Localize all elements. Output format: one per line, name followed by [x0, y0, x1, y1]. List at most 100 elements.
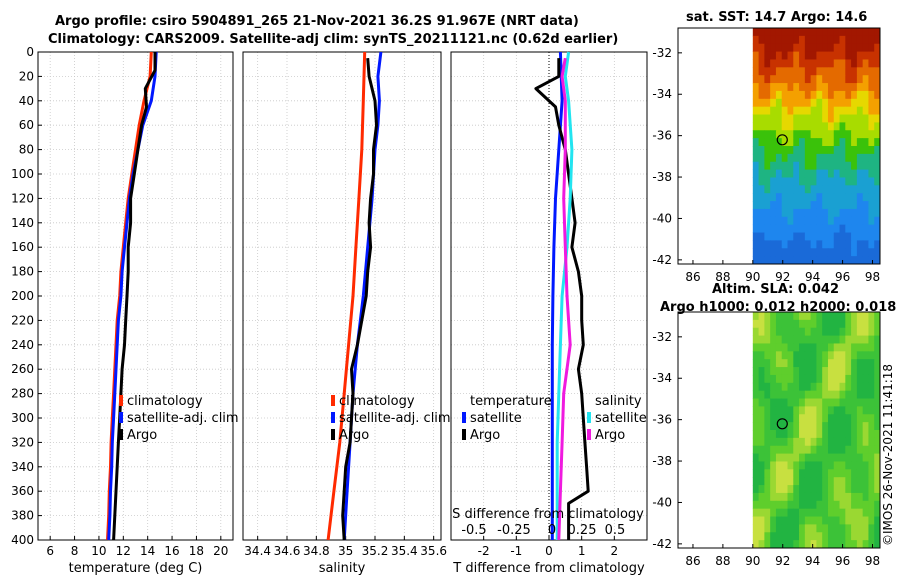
- sst-grid-cell: [851, 201, 858, 210]
- sla-grid-cell: [770, 406, 777, 415]
- sst-grid-cell: [845, 43, 852, 52]
- sst-grid-cell: [874, 240, 881, 249]
- sla-grid-cell: [833, 422, 840, 431]
- sst-grid-cell: [816, 35, 823, 45]
- sla-grid-cell: [827, 422, 835, 431]
- sst-grid-cell: [845, 106, 852, 115]
- sst-grid-cell: [758, 240, 765, 249]
- sla-grid-cell: [787, 406, 794, 415]
- x-tick-label: 34.4: [244, 544, 271, 558]
- sla-grid-cell: [868, 343, 875, 352]
- sla-grid-cell: [793, 477, 800, 486]
- sst-grid-cell: [851, 177, 858, 186]
- sst-grid-cell: [874, 201, 881, 210]
- sst-grid-cell: [839, 146, 846, 155]
- sst-grid-cell: [752, 248, 759, 257]
- sla-grid-cell: [775, 374, 783, 384]
- sst-grid-cell: [822, 59, 829, 68]
- sst-grid-cell: [874, 153, 881, 163]
- sst-grid-cell: [851, 130, 858, 139]
- sla-grid-cell: [862, 532, 869, 541]
- sst-grid-cell: [793, 122, 800, 131]
- sla-grid-cell: [856, 453, 864, 462]
- sst-grid-cell: [764, 216, 771, 226]
- sla-grid-cell: [851, 508, 858, 517]
- sla-grid-cell: [764, 367, 771, 376]
- sla-grid-cell: [827, 406, 835, 415]
- sst-grid-cell: [758, 256, 765, 265]
- sst-grid-cell: [781, 146, 788, 155]
- sla-grid-cell: [799, 524, 806, 533]
- sst-grid-cell: [845, 248, 852, 257]
- sla-grid-cell: [868, 477, 875, 486]
- sla-grid-cell: [752, 398, 759, 407]
- sst-grid-cell: [856, 169, 864, 178]
- legend-sal-satellite-clim-swatch: [331, 412, 335, 423]
- sla-grid-cell: [874, 508, 881, 517]
- sla-grid-cell: [868, 367, 875, 376]
- x-tick-label: 18: [189, 544, 204, 558]
- sst-grid-cell: [851, 256, 858, 265]
- sst-grid-cell: [851, 75, 858, 84]
- sla-grid-cell: [781, 485, 788, 494]
- sla-grid-cell: [833, 532, 840, 541]
- sst-grid-cell: [775, 177, 783, 186]
- sst-grid-cell: [856, 51, 864, 60]
- sst-map-frame: [677, 27, 881, 265]
- sla-grid-cell: [845, 312, 852, 321]
- sst-grid-cell: [758, 90, 765, 100]
- sst-grid-cell: [816, 51, 823, 60]
- sst-grid-cell: [862, 106, 869, 115]
- sla-grid-cell: [862, 312, 869, 321]
- x-tick-label: 20: [213, 544, 228, 558]
- sla-grid-cell: [874, 374, 881, 384]
- sla-grid-cell: [775, 382, 783, 392]
- sst-grid-cell: [758, 106, 765, 115]
- sla-grid-cell: [752, 461, 759, 470]
- sst-grid-cell: [868, 256, 875, 265]
- legend-argo-swatch: [119, 429, 123, 440]
- sst-grid-cell: [781, 35, 788, 45]
- sla-grid-cell: [758, 485, 765, 494]
- sla-grid-cell: [770, 469, 777, 478]
- sst-grid-cell: [833, 256, 840, 265]
- sla-grid-cell: [770, 477, 777, 486]
- sla-grid-cell: [810, 319, 817, 329]
- y-tick-label: 160: [11, 240, 34, 254]
- sla-grid-cell: [775, 390, 783, 399]
- sst-grid-cell: [758, 114, 765, 123]
- sla-grid-cell: [874, 382, 881, 392]
- sst-grid-cell: [862, 122, 869, 131]
- sst-grid-cell: [839, 216, 846, 226]
- sst-grid-cell: [851, 169, 858, 178]
- sst-grid-cell: [781, 256, 788, 265]
- sst-grid-cell: [874, 75, 881, 84]
- sst-grid-cell: [764, 59, 771, 68]
- sst-grid-cell: [833, 185, 840, 194]
- sst-grid-cell: [827, 130, 835, 139]
- sla-grid-cell: [781, 422, 788, 431]
- sst-grid-cell: [781, 240, 788, 249]
- sst-grid-cell: [845, 208, 852, 218]
- sla-grid-cell: [781, 351, 788, 360]
- sst-grid-cell: [839, 153, 846, 163]
- sst-grid-cell: [758, 75, 765, 84]
- map-y-tick-label: -34: [652, 371, 672, 385]
- sla-grid-cell: [781, 398, 788, 407]
- sla-grid-cell: [874, 532, 881, 541]
- sst-grid-cell: [793, 83, 800, 92]
- legend-argo-label: Argo: [127, 428, 157, 443]
- sla-grid-cell: [833, 382, 840, 392]
- sst-grid-cell: [862, 177, 869, 186]
- sla-grid-cell: [810, 516, 817, 525]
- sla-grid-cell: [787, 359, 794, 368]
- sst-grid-cell: [793, 51, 800, 60]
- sla-grid-cell: [775, 477, 783, 486]
- sst-grid-cell: [851, 43, 858, 52]
- sst-grid-cell: [793, 169, 800, 178]
- series-line-argo: [341, 57, 378, 541]
- map-y-tick-label: -36: [652, 413, 672, 427]
- sst-grid-cell: [874, 208, 881, 218]
- sst-grid-cell: [793, 232, 800, 241]
- sla-grid-cell: [752, 516, 759, 525]
